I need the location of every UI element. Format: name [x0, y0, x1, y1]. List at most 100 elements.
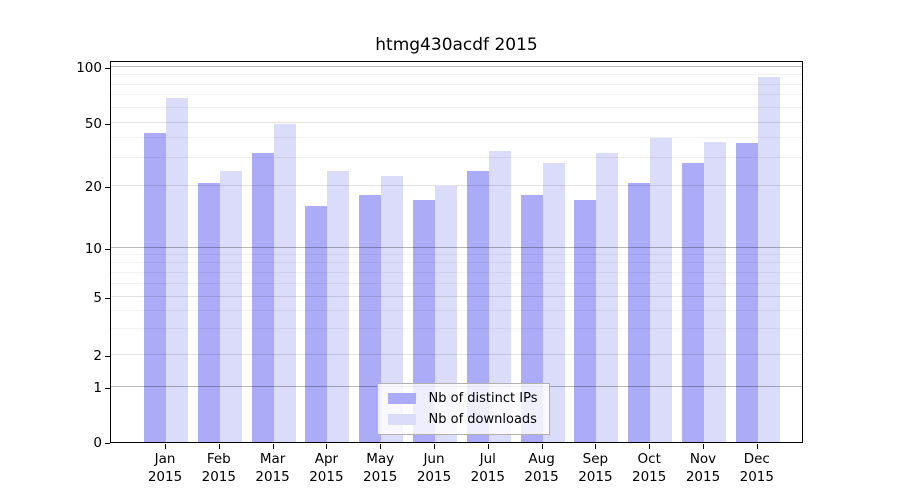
gridline-minor: [111, 83, 802, 85]
legend-swatch-downloads: [387, 414, 416, 425]
gridline-mid: [111, 185, 802, 186]
bar-downloads-oct: [650, 138, 673, 442]
bar-downloads-dec: [757, 76, 780, 442]
gridline-minor: [111, 272, 802, 273]
x-tick-month: Jun: [423, 451, 445, 467]
x-tick-mark: [380, 444, 382, 449]
x-tick-label-feb: Feb 2015: [187, 451, 251, 486]
y-tick-label: 100: [76, 59, 102, 76]
x-tick-year: 2015: [578, 468, 613, 485]
x-tick-month: Sep: [582, 451, 609, 467]
x-tick-label-jan: Jan 2015: [133, 451, 197, 486]
x-tick-mark: [703, 444, 704, 449]
bar-downloads-jan: [166, 97, 188, 442]
legend-label-distinct-ips: Nb of distinct IPs: [428, 391, 538, 406]
legend-label-downloads: Nb of downloads: [428, 412, 537, 427]
x-tick-month: Jul: [479, 451, 496, 467]
y-tick-label: 1: [93, 379, 102, 396]
gridline-minor: [111, 254, 802, 255]
bar-distinct-ips-nov: [682, 162, 704, 442]
x-tick-month: Mar: [259, 451, 286, 467]
y-tick-label: 50: [84, 115, 102, 132]
x-tick-year: 2015: [470, 468, 505, 485]
gridline-major: [111, 65, 802, 67]
y-tick-mark: [105, 355, 110, 357]
bar-downloads-jul: [488, 151, 511, 442]
plot-area: Nb of distinct IPs Nb of downloads: [110, 61, 803, 443]
x-tick-year: 2015: [201, 468, 236, 485]
x-tick-year: 2015: [524, 468, 559, 485]
gridline-major: [111, 246, 802, 248]
bar-distinct-ips-jul: [466, 170, 489, 442]
x-tick-label-aug: Aug 2015: [510, 451, 574, 486]
x-tick-label-jul: Jul 2015: [456, 451, 520, 486]
legend-item-distinct-ips: Nb of distinct IPs: [387, 391, 538, 406]
y-tick-label: 5: [93, 290, 102, 306]
bar-downloads-mar: [273, 123, 296, 442]
x-tick-month: Feb: [206, 451, 231, 467]
x-tick-label-nov: Nov 2015: [671, 451, 735, 486]
gridline-minor: [111, 106, 802, 108]
y-tick-mark: [105, 67, 110, 69]
gridline-minor: [111, 283, 802, 284]
x-tick-mark: [434, 444, 435, 449]
x-tick-label-dec: Dec 2015: [725, 451, 789, 486]
gridline-minor: [111, 262, 802, 264]
bar-distinct-ips-oct: [628, 182, 651, 442]
x-tick-month: Oct: [637, 451, 661, 467]
x-tick-month: Jan: [154, 451, 176, 467]
x-tick-mark: [649, 444, 651, 449]
bar-distinct-ips-mar: [251, 153, 274, 442]
y-tick-label: 0: [93, 435, 102, 451]
bar-distinct-ips-feb: [197, 182, 220, 442]
x-tick-month: Apr: [314, 451, 339, 467]
x-tick-year: 2015: [632, 468, 667, 485]
gridline-minor: [111, 156, 802, 158]
bar-distinct-ips-dec: [735, 143, 758, 442]
x-tick-month: Aug: [528, 451, 555, 467]
x-tick-mark: [541, 444, 543, 449]
gridline-minor: [111, 328, 802, 329]
bar-downloads-sep: [596, 153, 619, 442]
bar-distinct-ips-jun: [413, 200, 435, 442]
x-tick-year: 2015: [309, 468, 344, 485]
legend: Nb of distinct IPs Nb of downloads: [376, 383, 551, 435]
x-tick-month: Dec: [743, 451, 770, 467]
y-tick-label: 2: [93, 347, 102, 364]
bar-distinct-ips-jan: [144, 132, 166, 442]
x-tick-mark: [272, 444, 274, 449]
x-tick-year: 2015: [685, 468, 721, 485]
x-tick-year: 2015: [363, 468, 398, 485]
gridline-minor: [111, 74, 802, 75]
bar-downloads-apr: [327, 170, 350, 442]
x-tick-label-jun: Jun 2015: [402, 451, 466, 486]
legend-swatch-distinct-ips: [387, 393, 416, 404]
y-tick-mark: [105, 298, 110, 299]
x-tick-mark: [487, 444, 489, 449]
x-tick-month: May: [366, 451, 395, 467]
x-tick-year: 2015: [739, 468, 774, 485]
bar-distinct-ips-may: [359, 195, 382, 442]
y-tick-mark: [105, 248, 110, 250]
y-tick-mark: [105, 387, 110, 389]
x-tick-mark: [756, 444, 758, 449]
y-tick-mark: [105, 123, 110, 125]
x-tick-label-apr: Apr 2015: [294, 451, 358, 486]
gridline-mid: [111, 353, 802, 355]
gridline-mid: [111, 296, 802, 297]
x-tick-mark: [326, 444, 328, 449]
x-tick-year: 2015: [255, 468, 290, 485]
x-tick-label-sep: Sep 2015: [563, 451, 627, 486]
bar-downloads-aug: [542, 162, 565, 442]
gridline-minor: [111, 310, 802, 311]
x-tick-label-mar: Mar 2015: [241, 451, 305, 486]
x-tick-label-oct: Oct 2015: [617, 451, 681, 486]
bar-downloads-may: [381, 176, 404, 442]
gridline-mid: [111, 121, 802, 123]
y-tick-mark: [105, 187, 110, 188]
gridline-minor: [111, 137, 802, 138]
bar-distinct-ips-sep: [574, 200, 597, 442]
bar-downloads-nov: [704, 141, 726, 442]
x-tick-mark: [595, 444, 597, 449]
